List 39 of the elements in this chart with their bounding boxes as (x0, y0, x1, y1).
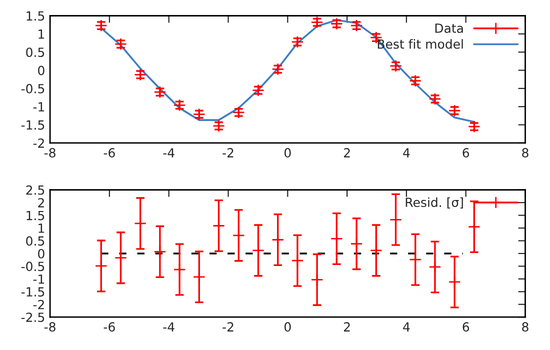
y-tick-label: 1.5 (26, 210, 44, 220)
x-tick-label: -8 (44, 322, 56, 332)
x-tick-label: -6 (104, 322, 115, 332)
y-tick-label: 0.5 (26, 236, 44, 246)
x-tick-label: 2 (344, 148, 350, 158)
y-tick-label: 0.5 (26, 48, 44, 58)
y-tick-label: 1 (38, 224, 44, 233)
y-tick-label: -1 (33, 102, 44, 112)
legend-label: Data (435, 24, 463, 33)
x-tick-label: 8 (522, 322, 528, 332)
x-tick-label: 4 (403, 148, 410, 158)
y-tick-label: -1.5 (21, 287, 44, 297)
x-tick-label: -2 (222, 148, 234, 158)
y-tick-label: -2 (33, 300, 44, 310)
x-tick-label: 6 (462, 148, 470, 158)
x-tick-label: 0 (284, 322, 291, 332)
y-tick-label: -2 (33, 138, 44, 148)
y-tick-label: 0 (38, 248, 44, 258)
y-tick-label: -1.5 (21, 120, 44, 130)
y-tick-label: 0 (38, 66, 44, 76)
x-tick-label: -8 (44, 148, 56, 158)
x-tick-label: -6 (104, 148, 115, 158)
x-tick-label: -2 (222, 322, 234, 332)
x-tick-label: 2 (344, 322, 350, 332)
y-tick-label: -2.5 (21, 312, 44, 322)
x-tick-label: -4 (163, 322, 174, 332)
legend-label: Resid. [σ] (406, 197, 463, 209)
y-tick-label: 2 (38, 198, 44, 208)
x-tick-label: -4 (163, 148, 174, 158)
y-tick-label: 1 (38, 30, 44, 39)
y-tick-label: 2.5 (26, 185, 44, 195)
x-tick-label: 0 (284, 148, 291, 158)
x-tick-label: 8 (522, 148, 528, 158)
y-tick-label: -1 (33, 274, 44, 284)
x-tick-label: 4 (403, 322, 410, 332)
y-tick-label: -0.5 (21, 84, 44, 94)
x-tick-label: 6 (462, 322, 470, 332)
y-tick-label: -0.5 (21, 262, 44, 272)
y-tick-label: 1.5 (26, 11, 44, 21)
